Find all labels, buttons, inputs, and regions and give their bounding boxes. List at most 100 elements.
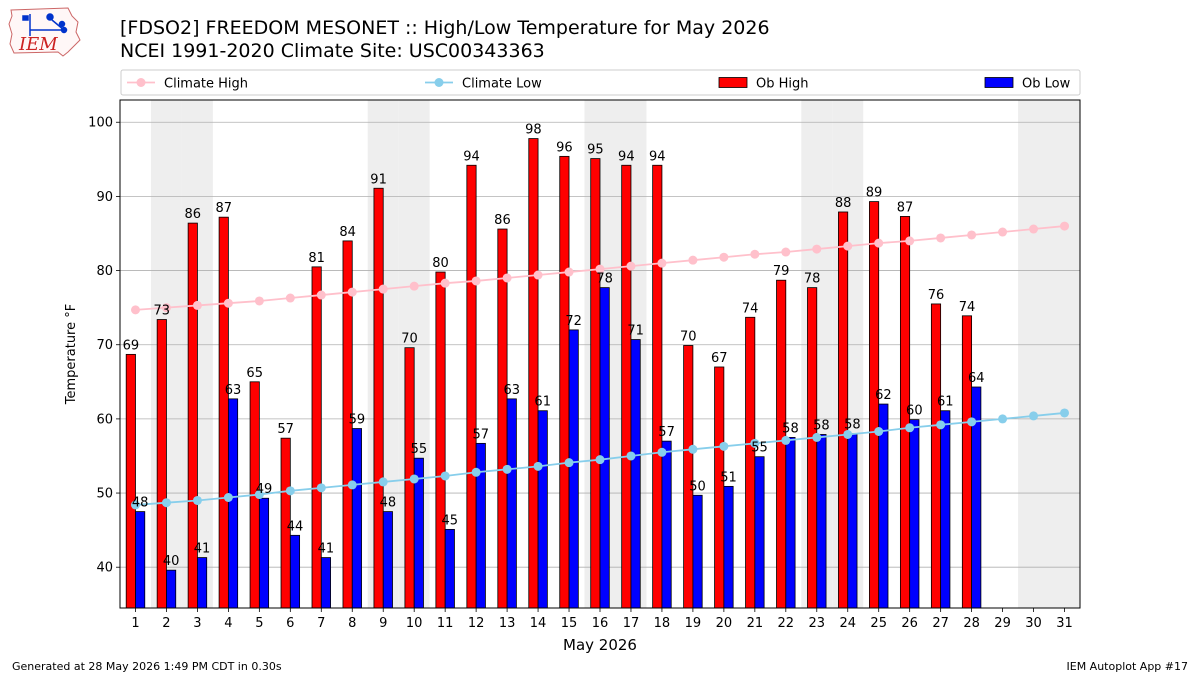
ob-low-bar [754, 456, 765, 609]
ob-high-bar [280, 437, 291, 609]
logo-text: IEM [18, 34, 58, 55]
ob-high-bar [590, 158, 601, 609]
climate-low-point [502, 464, 512, 474]
y-tick-label: 70 [96, 338, 113, 353]
x-tick-label: 16 [592, 616, 609, 631]
ob-high-label: 81 [308, 251, 325, 266]
climate-high-point [161, 303, 171, 313]
climate-high-point [1060, 221, 1070, 231]
ob-low-label: 48 [380, 496, 397, 511]
weekend-band [832, 100, 864, 608]
x-tick-label: 6 [286, 616, 294, 631]
y-tick-label: 40 [96, 561, 113, 576]
x-tick-label: 25 [870, 616, 887, 631]
ob-high-label: 70 [401, 332, 418, 347]
legend-marker-climate-low [434, 78, 444, 87]
x-tick-label: 18 [654, 616, 671, 631]
ob-low-label: 55 [751, 441, 768, 456]
legend-swatch-ob-low [984, 77, 1014, 88]
x-tick-label: 30 [1025, 616, 1042, 631]
weekend-band [150, 100, 182, 608]
ob-low-bar [320, 557, 331, 609]
climate-low-point [719, 441, 729, 451]
x-tick-label: 19 [685, 616, 702, 631]
x-tick-label: 14 [530, 616, 547, 631]
y-tick-label: 90 [96, 190, 113, 205]
ob-high-label: 78 [804, 272, 821, 287]
ob-low-label: 59 [349, 413, 366, 428]
ob-high-bar [218, 216, 229, 609]
ob-high-label: 87 [897, 200, 914, 215]
ob-low-label: 63 [503, 383, 520, 398]
climate-high-point [347, 287, 357, 297]
ob-high-label: 95 [587, 143, 604, 158]
climate-low-point [843, 429, 853, 439]
x-tick-label: 4 [224, 616, 232, 631]
ob-low-bar [847, 433, 858, 609]
climate-high-point [285, 293, 295, 303]
ob-low-bar [135, 511, 146, 609]
climate-low-point [595, 455, 605, 465]
climate-high-point [471, 276, 481, 286]
ob-low-bar [537, 410, 548, 609]
x-tick-label: 9 [379, 616, 387, 631]
weekend-band [1018, 100, 1050, 608]
ob-high-bar [466, 164, 477, 609]
climate-low-point [285, 486, 295, 496]
climate-high-point [502, 273, 512, 283]
ob-high-label: 88 [835, 196, 852, 211]
x-tick-label: 22 [778, 616, 795, 631]
ob-high-bar [961, 315, 973, 609]
ob-high-label: 76 [928, 288, 945, 303]
ob-high-label: 86 [494, 213, 511, 228]
ob-high-label: 67 [711, 351, 728, 366]
ob-low-bar [351, 428, 362, 609]
ob-low-label: 40 [163, 554, 180, 569]
climate-high-point [905, 236, 915, 246]
ob-high-bar [435, 271, 446, 609]
climate-high-point [719, 252, 729, 262]
climate-low-point [874, 426, 884, 436]
climate-high-point [378, 284, 388, 294]
weather-station-icon [22, 13, 68, 36]
x-tick-label: 26 [901, 616, 918, 631]
climate-high-point [657, 258, 667, 268]
ob-low-label: 61 [937, 395, 954, 410]
climate-high-point [967, 230, 977, 240]
weekend-band [367, 100, 399, 608]
climate-high-point [781, 247, 791, 257]
ob-high-label: 86 [185, 207, 202, 222]
y-tick-label: 80 [96, 264, 113, 279]
ob-high-label: 91 [370, 172, 387, 187]
y-tick-label: 60 [96, 412, 113, 427]
ob-high-bar [156, 319, 167, 609]
ob-low-bar [723, 485, 734, 609]
climate-low-point [316, 483, 326, 493]
x-tick-label: 31 [1056, 616, 1073, 631]
weekend-band [181, 100, 213, 608]
ob-high-bar [776, 279, 787, 609]
climate-low-point [812, 432, 822, 442]
legend-marker-climate-high [136, 78, 146, 87]
iem-logo: IEM [8, 7, 81, 57]
x-tick-label: 1 [131, 616, 139, 631]
climate-high-point [874, 238, 884, 248]
ob-high-bar [807, 287, 818, 609]
climate-high-point [1029, 224, 1039, 234]
ob-low-label: 71 [627, 324, 644, 339]
ob-low-label: 78 [596, 272, 613, 287]
ob-low-label: 51 [720, 470, 737, 485]
ob-low-label: 62 [875, 388, 892, 403]
x-tick-label: 23 [809, 616, 826, 631]
climate-low-point [533, 461, 543, 471]
ob-low-bar [878, 403, 889, 609]
climate-low-point [967, 417, 977, 427]
generated-note: Generated at 28 May 2026 1:49 PM CDT in … [12, 660, 282, 673]
x-tick-label: 28 [963, 616, 980, 631]
ob-low-label: 55 [411, 442, 428, 457]
ob-low-bar [413, 457, 424, 609]
climate-low-point [440, 471, 450, 481]
x-tick-label: 21 [747, 616, 764, 631]
climate-low-point [192, 495, 202, 505]
